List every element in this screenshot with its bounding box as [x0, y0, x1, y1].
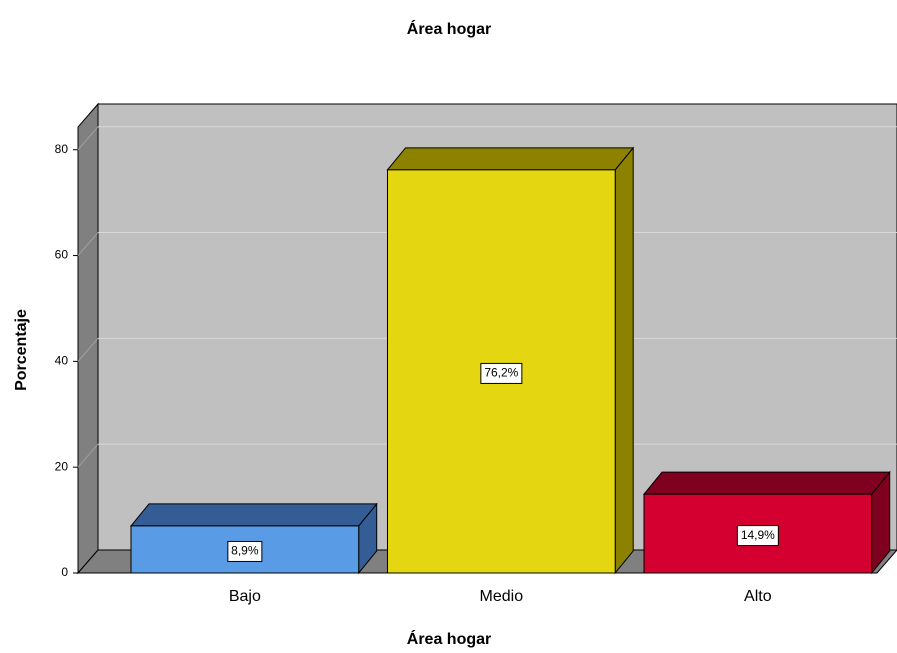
left-wall: [77, 102, 99, 575]
y-axis-label: Porcentaje: [13, 309, 30, 391]
value-label: 8,9%: [231, 544, 259, 558]
bar-top: [642, 471, 891, 495]
y-tick-label: 20: [55, 459, 69, 473]
y-tick-label: 80: [55, 142, 69, 156]
grid-line: [77, 443, 99, 468]
chart-title: Área hogar: [407, 19, 491, 38]
x-axis-label: Área hogar: [407, 629, 491, 648]
value-label: 76,2%: [484, 366, 518, 380]
y-tick-label: 0: [61, 565, 68, 579]
bar-top: [129, 503, 378, 527]
grid-line: [77, 126, 99, 151]
value-label-box: [480, 362, 523, 384]
value-label-box: [227, 540, 263, 562]
y-tick-label: 40: [55, 354, 69, 368]
x-tick-label: Bajo: [229, 588, 261, 605]
x-tick-label: Alto: [744, 588, 772, 605]
grid-line: [77, 232, 99, 256]
bar-side: [614, 146, 634, 575]
grid-line: [77, 338, 99, 362]
y-tick-label: 60: [55, 248, 69, 262]
x-tick-label: Medio: [480, 588, 524, 605]
value-label-box: [736, 525, 779, 547]
bar-top: [386, 147, 635, 171]
value-label: 14,9%: [741, 528, 775, 542]
